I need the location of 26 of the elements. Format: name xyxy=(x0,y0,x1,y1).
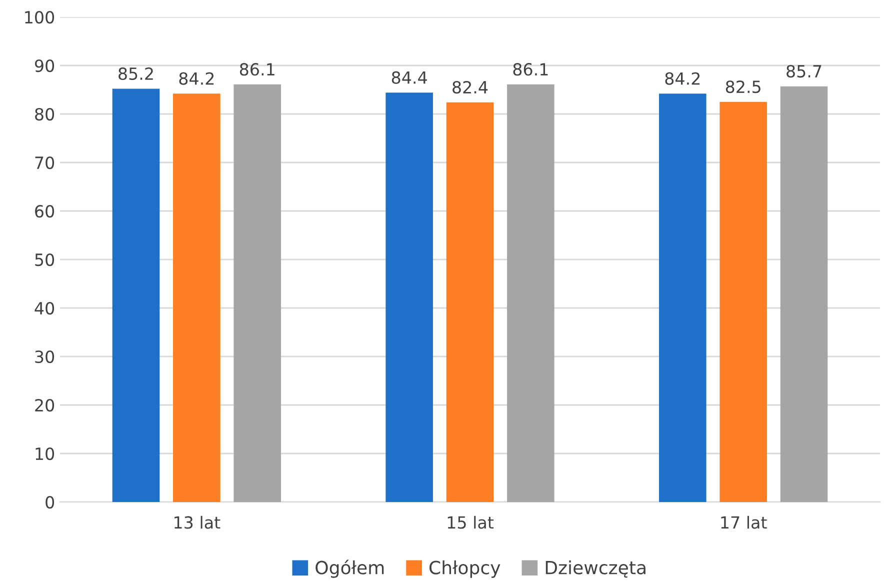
y-tick-label: 60 xyxy=(35,204,54,218)
y-tick-label: 70 xyxy=(35,156,54,170)
data-label: 84.2 xyxy=(179,72,214,85)
data-label: 85.2 xyxy=(118,67,153,80)
data-label: 82.4 xyxy=(452,80,488,94)
y-tick-label: 50 xyxy=(35,253,54,266)
legend-label: Dziewczęta xyxy=(546,560,646,578)
data-label: 85.7 xyxy=(786,64,822,78)
y-tick-label: 90 xyxy=(34,59,54,72)
legend-label: Ogółem xyxy=(316,560,384,578)
data-label: 84.2 xyxy=(665,72,700,85)
legend-label: Chłopcy xyxy=(430,560,500,578)
data-label: 86.1 xyxy=(240,63,274,76)
x-tick-label: 15 lat xyxy=(448,516,494,529)
data-label: 82.5 xyxy=(726,80,760,94)
x-tick-label: 13 lat xyxy=(174,516,220,529)
y-tick-label: 80 xyxy=(35,108,54,121)
x-tick-label: 17 lat xyxy=(721,516,767,529)
data-label: 86.1 xyxy=(513,63,548,76)
y-tick-label: 30 xyxy=(35,350,54,364)
data-label: 84.4 xyxy=(392,71,427,84)
y-tick-label: 40 xyxy=(34,302,54,315)
y-tick-label: 10 xyxy=(36,447,54,460)
y-tick-label: 0 xyxy=(46,496,54,509)
y-tick-label: 20 xyxy=(35,398,54,412)
y-tick-label: 100 xyxy=(25,10,54,24)
